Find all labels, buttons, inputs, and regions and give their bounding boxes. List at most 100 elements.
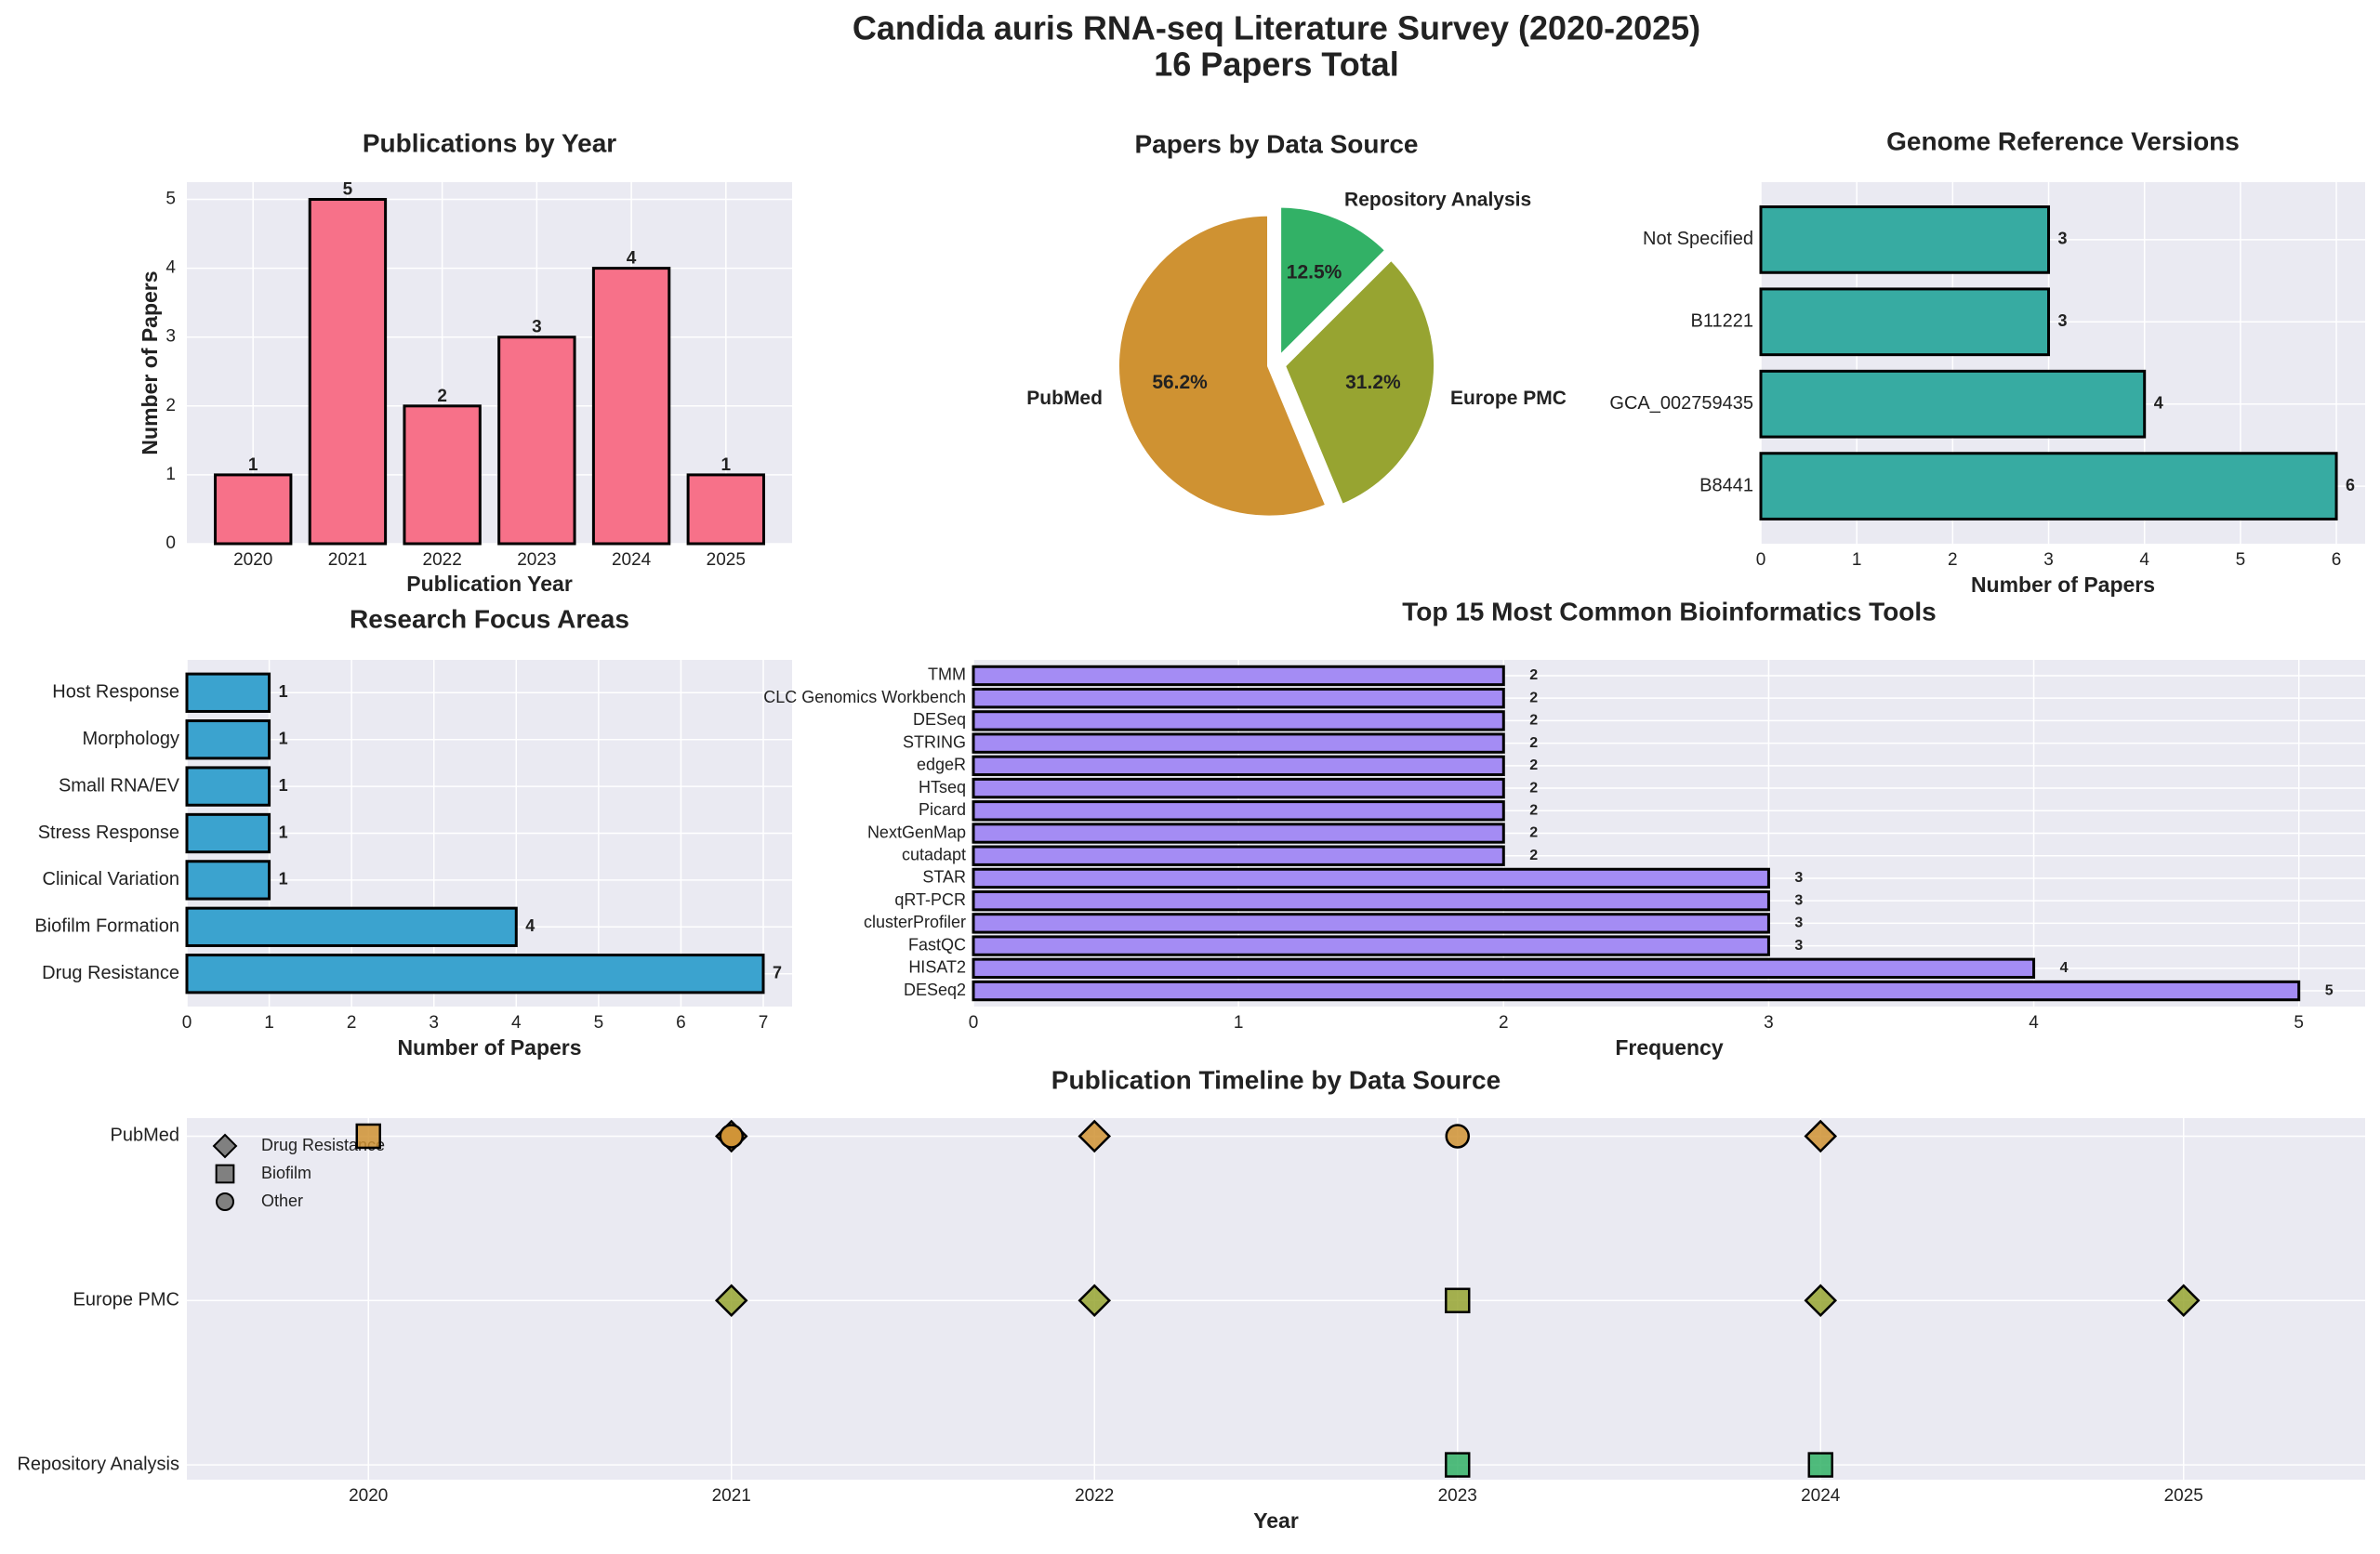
y-tick-label: Morphology — [82, 729, 179, 749]
x-tick-label: 0 — [1756, 550, 1766, 570]
slice-label: PubMed — [1026, 388, 1103, 409]
chart-title: Papers by Data Source — [1134, 129, 1418, 158]
bar — [972, 980, 2301, 1002]
bar — [403, 404, 482, 546]
bar — [185, 672, 271, 713]
data-label: 2 — [1529, 757, 1538, 773]
x-tick-label: 2 — [347, 1013, 357, 1033]
bar — [972, 710, 1505, 731]
data-label: 3 — [1794, 938, 1803, 954]
bar — [972, 889, 1770, 912]
chart-title: Genome Reference Versions — [1886, 126, 2240, 155]
marker — [1078, 1119, 1112, 1153]
y-tick-label: 5 — [165, 190, 176, 209]
y-tick-label: 3 — [165, 327, 176, 347]
percent-label: 56.2% — [1152, 372, 1208, 393]
data-label: 2 — [1529, 848, 1538, 863]
x-tick-label: 6 — [676, 1013, 686, 1033]
data-label: 2 — [1529, 667, 1538, 683]
bar — [972, 755, 1505, 777]
bar — [972, 913, 1770, 934]
chart-title: Publications by Year — [363, 128, 616, 157]
legend-label: Biofilm — [261, 1164, 311, 1182]
data-label: 2 — [1529, 825, 1538, 841]
marker — [355, 1123, 381, 1150]
y-tick-label: CLC Genomics Workbench — [763, 688, 966, 706]
y-tick-label: Stress Response — [38, 823, 179, 843]
x-tick-label: 2022 — [423, 550, 462, 570]
slice-label: Europe PMC — [1450, 388, 1567, 409]
y-tick-label: HTseq — [919, 778, 966, 797]
bar — [214, 473, 293, 546]
x-tick-label: 5 — [594, 1013, 604, 1033]
data-label: 7 — [773, 963, 782, 981]
x-axis-label: Publication Year — [406, 572, 573, 596]
data-label: 4 — [627, 249, 637, 269]
y-tick-label: Biofilm Formation — [34, 916, 179, 937]
marker — [714, 1284, 748, 1318]
y-axis-label: Number of Papers — [138, 270, 162, 454]
data-label: 1 — [279, 682, 288, 701]
chart-title: Publication Timeline by Data Source — [1051, 1065, 1501, 1094]
y-tick-label: DESeq — [913, 710, 966, 729]
bar — [972, 957, 2036, 980]
y-tick-label: STRING — [903, 732, 966, 751]
bar — [185, 812, 271, 854]
x-axis-label: Frequency — [1615, 1035, 1724, 1060]
plot-area — [187, 1118, 2365, 1480]
data-label: 4 — [525, 916, 535, 935]
x-tick-label: 5 — [2236, 550, 2246, 570]
x-axis-label: Number of Papers — [397, 1035, 581, 1060]
slice-label: Repository Analysis — [1344, 189, 1531, 210]
y-tick-label: 1 — [165, 465, 176, 484]
bar — [972, 732, 1505, 754]
data-label: 5 — [343, 180, 353, 200]
y-tick-label: Europe PMC — [73, 1290, 180, 1310]
data-label: 3 — [1794, 870, 1803, 886]
x-tick-label: 2020 — [233, 550, 272, 570]
y-tick-label: Picard — [919, 800, 966, 819]
bar — [591, 267, 671, 546]
bar — [972, 687, 1505, 709]
x-tick-label: 2025 — [707, 550, 746, 570]
y-tick-label: B11221 — [1691, 311, 1753, 332]
data-label: 3 — [532, 318, 542, 337]
data-label: 4 — [2154, 393, 2163, 412]
bar — [972, 823, 1505, 844]
data-label: 3 — [1794, 915, 1803, 931]
y-tick-label: Host Response — [52, 682, 179, 703]
pie-slice — [1277, 204, 1390, 362]
y-tick-label: DESeq2 — [904, 981, 966, 999]
data-label: 2 — [1529, 690, 1538, 705]
data-label: 1 — [279, 823, 288, 841]
data-label: 2 — [1529, 735, 1538, 751]
y-tick-label: PubMed — [111, 1126, 180, 1146]
legend-marker — [212, 1133, 238, 1159]
y-tick-label: edgeR — [917, 756, 966, 774]
legend-marker — [216, 1192, 234, 1211]
data-label: 3 — [2058, 311, 2068, 330]
x-tick-label: 4 — [511, 1013, 522, 1033]
bar — [972, 845, 1505, 866]
x-tick-label: 3 — [2043, 550, 2054, 570]
legend-label: Drug Resistance — [261, 1136, 385, 1154]
data-label: 2 — [1529, 780, 1538, 796]
y-tick-label: 0 — [165, 533, 176, 553]
x-axis-label: Number of Papers — [1971, 573, 2155, 597]
y-tick-label: Small RNA/EV — [59, 775, 180, 796]
x-tick-label: 4 — [2139, 550, 2149, 570]
bar — [185, 766, 271, 807]
data-label: 1 — [279, 776, 288, 795]
x-tick-label: 2020 — [349, 1486, 388, 1506]
x-tick-label: 2023 — [1438, 1486, 1477, 1506]
data-label: 2 — [1529, 713, 1538, 729]
x-tick-label: 5 — [2294, 1013, 2304, 1033]
x-tick-label: 0 — [182, 1013, 192, 1033]
y-tick-label: FastQC — [908, 935, 966, 954]
data-label: 5 — [2325, 982, 2334, 998]
x-tick-label: 4 — [2029, 1013, 2039, 1033]
y-tick-label: Clinical Variation — [43, 869, 179, 889]
chart-title: Top 15 Most Common Bioinformatics Tools — [1402, 597, 1937, 626]
data-label: 3 — [1794, 892, 1803, 908]
